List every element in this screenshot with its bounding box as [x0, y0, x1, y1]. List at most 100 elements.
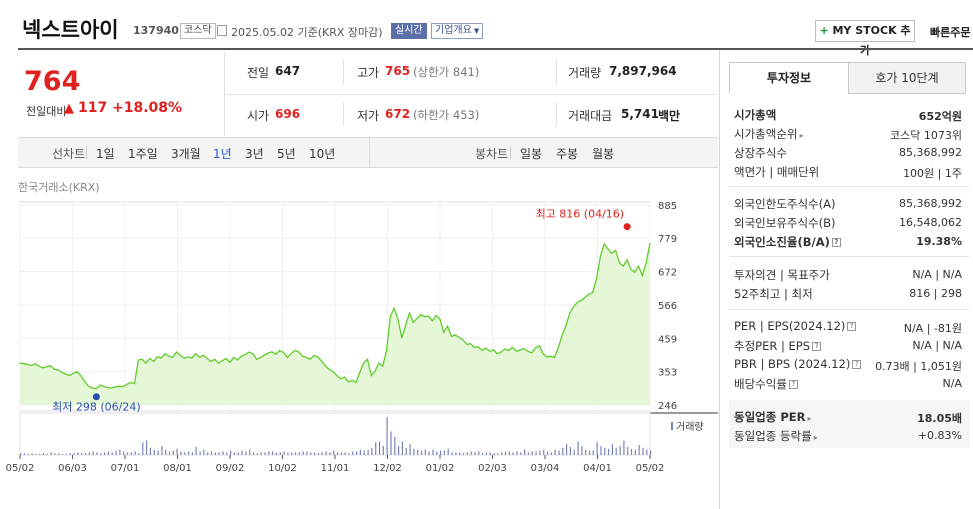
- volume-bar: [558, 450, 560, 455]
- volume-bar: [314, 452, 316, 455]
- help-icon[interactable]: ?: [852, 360, 862, 369]
- volume-bar: [451, 452, 453, 455]
- period-5y[interactable]: 5년: [277, 147, 296, 161]
- volume-bar: [516, 451, 518, 455]
- volume-bar: [272, 451, 274, 455]
- period-1d[interactable]: 1일: [96, 147, 115, 161]
- volume-bar: [46, 454, 48, 455]
- change-pct: +18.08%: [112, 100, 183, 116]
- plus-icon: +: [819, 24, 833, 37]
- high-value: 765: [385, 64, 411, 78]
- volume-bar: [478, 451, 480, 455]
- live-badge[interactable]: 실시간: [391, 23, 427, 39]
- volume-legend-icon: [671, 422, 673, 430]
- volume-bar: [50, 452, 52, 455]
- volume-bar: [119, 449, 121, 455]
- mystock-add-button[interactable]: + MY STOCK 추가: [815, 20, 915, 57]
- volume-bar: [459, 452, 461, 455]
- stock-code: 137940: [133, 24, 179, 37]
- volume-bar: [100, 453, 102, 455]
- prev-close-value: 647: [275, 64, 301, 78]
- period-10y[interactable]: 10년: [309, 147, 336, 161]
- dividend-label: 배당수익률?: [734, 376, 798, 392]
- volume-bar: [466, 452, 468, 455]
- volume-bar: [325, 451, 327, 455]
- volume-bar: [35, 454, 37, 455]
- volume-bar: [447, 448, 449, 455]
- help-icon[interactable]: ?: [847, 322, 857, 331]
- volume-bar: [508, 451, 510, 455]
- candle-weekly[interactable]: 주봉: [556, 147, 579, 161]
- section-divider: [729, 186, 969, 187]
- tab-investment-info[interactable]: 투자정보: [729, 62, 849, 94]
- x-tick-label: 01/02: [426, 463, 455, 474]
- volume-bar: [287, 452, 289, 455]
- volume-bar: [245, 451, 247, 455]
- volume-bar: [386, 417, 388, 455]
- lower-limit: (하한가 453): [413, 108, 480, 122]
- period-3y[interactable]: 3년: [245, 147, 264, 161]
- candle-monthly[interactable]: 월봉: [592, 147, 615, 161]
- help-icon[interactable]: ?: [788, 380, 798, 389]
- volume-bar: [69, 453, 71, 455]
- volume-bar: [157, 450, 159, 455]
- volume-bar: [512, 452, 514, 455]
- volume-bar: [268, 451, 270, 455]
- tab-order-book[interactable]: 호가 10단계: [848, 62, 966, 94]
- volume-bar: [96, 452, 98, 455]
- volume-bar: [348, 453, 350, 455]
- period-3m[interactable]: 3개월: [171, 147, 201, 161]
- volume-bar: [390, 431, 392, 455]
- volume-bar: [524, 449, 526, 455]
- volume-bar: [482, 453, 484, 455]
- volume-bar: [409, 444, 411, 455]
- volume-bar: [237, 452, 239, 455]
- volume-bar: [115, 450, 117, 455]
- candle-chart-label[interactable]: 봉차트: [475, 147, 509, 161]
- period-1y[interactable]: 1년: [213, 147, 232, 161]
- volume-bar: [20, 453, 22, 455]
- pbr-text: PBR | BPS (2024.12): [734, 357, 851, 371]
- volume-bar: [608, 448, 610, 455]
- help-icon[interactable]: ?: [831, 238, 841, 247]
- volume-bar: [577, 441, 579, 455]
- y-tick-label: 353: [658, 368, 677, 379]
- volume-bar: [210, 451, 213, 455]
- par-value: 100원 | 1주: [903, 167, 962, 180]
- volume-bar: [58, 453, 60, 455]
- cap-rank-value: 코스닥 1073위: [890, 129, 962, 142]
- separator: [86, 146, 87, 159]
- week52-value: 816 | 298: [909, 287, 962, 300]
- industry-per-label[interactable]: 동일업종 PER ▸: [734, 409, 811, 425]
- change-value: 117: [78, 100, 108, 116]
- industry-rate-label[interactable]: 동일업종 등락률 ▸: [734, 428, 818, 444]
- volume-bar: [611, 444, 613, 455]
- volume-bar: [344, 452, 346, 455]
- period-1w[interactable]: 1주일: [128, 147, 158, 161]
- volume-bar: [333, 450, 335, 455]
- industry-rate-value: +0.83%: [917, 429, 962, 442]
- volume-bar: [165, 449, 167, 455]
- volume-bar: [126, 452, 129, 455]
- volume-bar: [88, 452, 90, 455]
- cap-rank-label[interactable]: 시가총액순위 ▸: [734, 126, 804, 142]
- line-chart-label[interactable]: 선차트: [52, 147, 86, 161]
- volume-bar: [214, 452, 216, 455]
- right-panel: [719, 50, 973, 509]
- stock-chart[interactable]: 885 779 672 566 459 353 246 05/02 06/03 07/01 08/…: [0, 195, 719, 485]
- company-overview-button[interactable]: 기업개요 ▼: [431, 23, 484, 39]
- quick-order-link[interactable]: 빠른주문: [930, 26, 971, 39]
- volume-bar: [375, 442, 377, 455]
- help-icon[interactable]: ?: [812, 342, 822, 351]
- x-tick-label: 05/02: [6, 463, 35, 474]
- candle-daily[interactable]: 일봉: [520, 147, 543, 161]
- market-cap-label: 시가총액: [734, 108, 777, 122]
- separator: [510, 146, 511, 159]
- volume-bar: [440, 450, 442, 455]
- dividend-value: N/A: [942, 377, 962, 390]
- separator: [369, 137, 370, 167]
- volume-bar: [306, 451, 308, 455]
- volume-bar: [638, 445, 640, 455]
- x-tick-label: 09/02: [216, 463, 245, 474]
- volume-bar: [283, 451, 285, 455]
